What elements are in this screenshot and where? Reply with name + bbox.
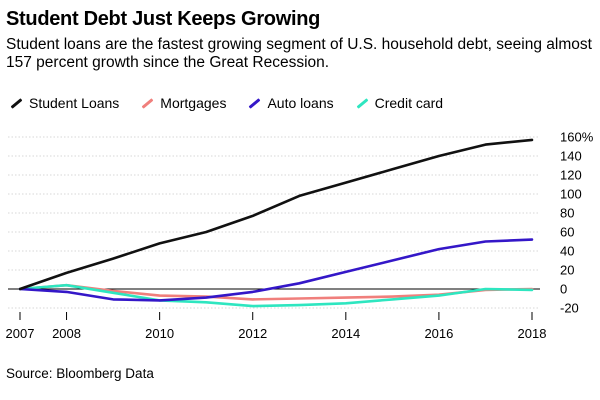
y-tick-label: 140 — [560, 149, 582, 164]
legend-label-mortgages: Mortgages — [160, 95, 227, 111]
legend-label-auto-loans: Auto loans — [267, 95, 334, 111]
series-line-auto-loans — [18, 238, 534, 302]
series-line-credit-card — [18, 283, 534, 308]
legend-item-mortgages: Mortgages — [141, 95, 226, 111]
y-tick-label: 80 — [560, 206, 574, 221]
chart-title: Student Debt Just Keeps Growing — [6, 8, 321, 30]
x-tick-label: 2007 — [6, 326, 35, 341]
x-tick-label: 2012 — [238, 326, 267, 341]
y-tick-label: 0 — [560, 282, 567, 297]
x-tick-label: 2018 — [518, 326, 547, 341]
y-tick-label: 120 — [560, 168, 582, 183]
y-tick-label: 160% — [560, 130, 594, 145]
y-tick-label: 60 — [560, 225, 574, 240]
y-tick-label: 100 — [560, 187, 582, 202]
series-line-student-loans — [18, 138, 534, 291]
y-tick-label: 40 — [560, 244, 574, 259]
y-tick-label: -20 — [560, 301, 579, 316]
legend-item-student-loans: Student Loans — [10, 95, 119, 111]
source-note: Source: Bloomberg Data — [6, 366, 154, 381]
x-tick-label: 2014 — [331, 326, 360, 341]
legend-item-credit-card: Credit card — [356, 95, 443, 111]
chart-subtitle: Student loans are the fastest growing se… — [6, 36, 592, 71]
x-tick-label: 2016 — [424, 326, 453, 341]
legend-item-auto-loans: Auto loans — [248, 95, 334, 111]
x-tick-label: 2010 — [145, 326, 174, 341]
y-tick-label: 20 — [560, 263, 574, 278]
x-tick-label: 2008 — [52, 326, 81, 341]
legend-label-student-loans: Student Loans — [29, 95, 120, 111]
legend: Student Loans Mortgages Auto loans Credi… — [10, 95, 465, 111]
legend-label-credit-card: Credit card — [374, 95, 444, 111]
